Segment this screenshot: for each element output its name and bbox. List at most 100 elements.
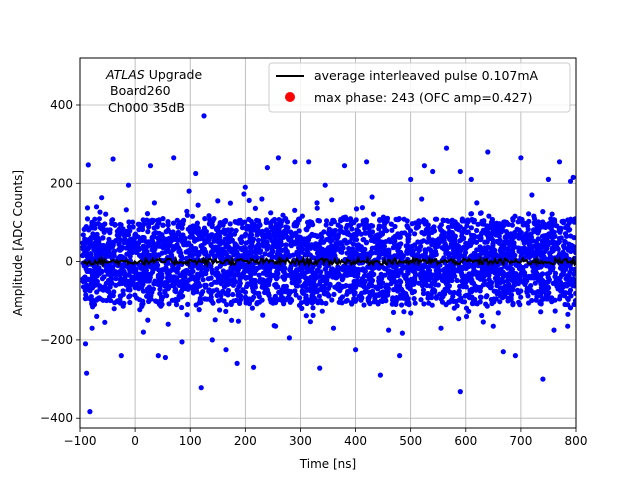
scatter-point — [560, 284, 566, 290]
scatter-point — [276, 217, 282, 223]
scatter-point — [185, 269, 191, 275]
scatter-point — [410, 249, 416, 255]
scatter-point — [163, 283, 169, 289]
scatter-point — [176, 249, 182, 255]
scatter-point — [306, 276, 312, 282]
scatter-point — [285, 225, 291, 231]
scatter-point — [563, 252, 569, 258]
scatter-point — [373, 284, 379, 290]
scatter-point — [245, 281, 251, 287]
scatter-point — [322, 266, 328, 272]
scatter-point — [319, 284, 326, 290]
scatter-point — [401, 309, 407, 315]
scatter-point — [478, 284, 484, 290]
scatter-point — [160, 222, 166, 228]
scatter-point — [325, 273, 332, 279]
scatter-point — [571, 218, 576, 224]
scatter-point — [137, 221, 143, 227]
scatter-point — [94, 289, 100, 295]
scatter-point — [151, 234, 157, 240]
scatter-point — [251, 364, 257, 370]
scatter-point — [126, 219, 132, 225]
scatter-point — [297, 295, 303, 301]
scatter-point — [324, 247, 330, 253]
scatter-point — [206, 236, 212, 243]
scatter-point — [237, 276, 243, 282]
scatter-point — [152, 280, 158, 286]
scatter-point — [565, 223, 571, 230]
scatter-point — [352, 290, 358, 296]
scatter-point — [195, 202, 201, 208]
scatter-point — [526, 300, 532, 306]
scatter-point — [208, 232, 214, 238]
scatter-point — [561, 245, 568, 251]
scatter-point — [286, 237, 292, 243]
scatter-point — [530, 268, 536, 274]
scatter-point — [411, 281, 417, 287]
scatter-point — [299, 305, 305, 311]
scatter-point — [398, 286, 405, 293]
scatter-point — [435, 268, 441, 274]
scatter-point — [217, 307, 223, 313]
scatter-point — [130, 246, 136, 252]
scatter-point — [395, 288, 401, 294]
scatter-point — [96, 216, 102, 222]
scatter-point — [409, 290, 415, 296]
scatter-point — [456, 316, 462, 322]
scatter-point — [126, 224, 132, 230]
scatter-point — [407, 228, 414, 234]
scatter-point — [140, 243, 146, 249]
scatter-point — [398, 279, 404, 285]
scatter-point — [528, 288, 534, 294]
scatter-point — [164, 293, 170, 299]
scatter-point — [155, 353, 161, 359]
scatter-point — [214, 266, 220, 272]
scatter-point — [95, 252, 101, 259]
scatter-point — [369, 245, 375, 251]
scatter-point — [172, 298, 178, 304]
scatter-point — [430, 168, 436, 175]
scatter-point — [196, 307, 202, 313]
scatter-point — [177, 290, 183, 297]
scatter-point — [498, 224, 504, 230]
scatter-point — [218, 281, 224, 287]
scatter-point — [234, 287, 240, 293]
scatter-point — [144, 251, 150, 257]
scatter-point — [184, 312, 190, 318]
scatter-point — [518, 230, 524, 236]
scatter-point — [359, 252, 365, 258]
scatter-point — [256, 294, 262, 300]
scatter-point — [89, 325, 95, 331]
scatter-point — [538, 309, 544, 315]
scatter-point — [239, 225, 246, 231]
scatter-point — [524, 238, 530, 245]
scatter-point — [459, 253, 465, 259]
scatter-point — [201, 113, 207, 119]
scatter-point — [144, 211, 151, 217]
scatter-point — [220, 268, 226, 274]
scatter-point — [179, 304, 185, 311]
scatter-point — [444, 272, 450, 278]
scatter-point — [526, 211, 532, 217]
scatter-point — [269, 249, 275, 255]
scatter-point — [412, 300, 418, 306]
annotation-block: ATLAS Upgrade Board260 Ch000 35dB — [105, 67, 202, 115]
scatter-point — [146, 224, 152, 230]
scatter-point — [381, 265, 387, 271]
scatter-point — [495, 290, 501, 296]
scatter-point — [316, 293, 322, 299]
scatter-point — [255, 237, 261, 243]
scatter-point — [193, 170, 199, 177]
scatter-point — [263, 267, 269, 273]
scatter-point — [316, 218, 322, 224]
legend: average interleaved pulse 0.107mA max ph… — [268, 62, 571, 113]
scatter-point — [260, 312, 266, 318]
scatter-point — [451, 271, 457, 278]
scatter-point — [223, 347, 229, 353]
scatter-point — [456, 297, 462, 303]
scatter-point — [567, 178, 574, 184]
scatter-point — [241, 191, 247, 197]
scatter-point — [323, 300, 329, 306]
scatter-point — [390, 264, 396, 270]
scatter-point — [293, 279, 299, 285]
